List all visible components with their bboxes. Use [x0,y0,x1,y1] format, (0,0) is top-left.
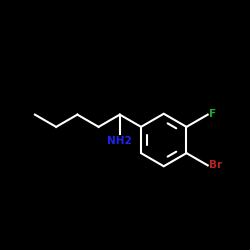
Text: F: F [210,109,216,119]
Text: Br: Br [210,160,222,170]
Text: NH2: NH2 [107,136,132,146]
